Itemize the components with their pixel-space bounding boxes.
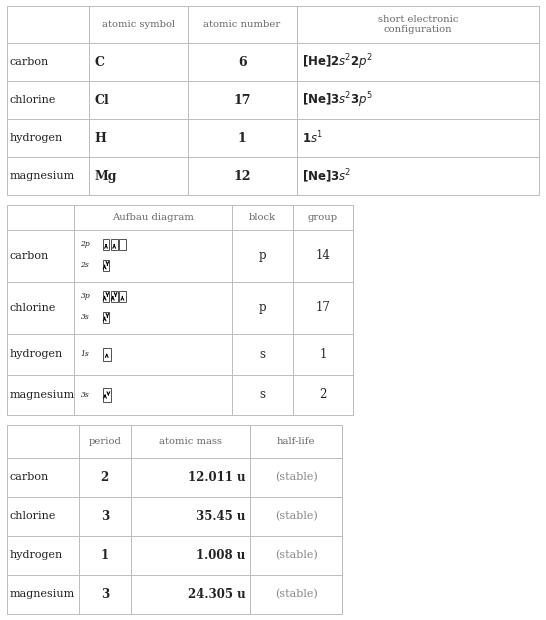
Text: 12: 12	[233, 170, 251, 183]
Text: group: group	[308, 213, 338, 222]
Text: hydrogen: hydrogen	[10, 133, 63, 143]
Text: carbon: carbon	[10, 251, 49, 261]
Text: 2: 2	[100, 471, 109, 484]
Text: atomic mass: atomic mass	[159, 436, 222, 446]
Text: 17: 17	[233, 94, 251, 107]
Text: $\mathbf{[Ne]3}$$\mathit{s}$$^{2}$$\mathbf{3}$$\mathit{p}$$^{5}$: $\mathbf{[Ne]3}$$\mathit{s}$$^{2}$$\math…	[302, 91, 373, 110]
Text: p: p	[258, 249, 266, 262]
Text: 1: 1	[319, 348, 327, 361]
Text: 2p: 2p	[80, 241, 90, 249]
Text: $\mathbf{1}$$\mathit{s}$$^{1}$: $\mathbf{1}$$\mathit{s}$$^{1}$	[302, 130, 323, 146]
Bar	[119, 291, 126, 302]
Bar	[103, 291, 110, 302]
Text: (stable): (stable)	[275, 589, 318, 600]
Text: chlorine: chlorine	[10, 303, 56, 313]
Text: $\mathbf{[Ne]3}$$\mathit{s}$$^{2}$: $\mathbf{[Ne]3}$$\mathit{s}$$^{2}$	[302, 167, 352, 185]
Text: 1.008 u: 1.008 u	[197, 549, 246, 562]
Bar	[103, 389, 111, 402]
Bar	[111, 239, 118, 250]
Text: 3: 3	[100, 510, 109, 523]
Text: 1: 1	[100, 549, 109, 562]
Text: chlorine: chlorine	[10, 512, 56, 521]
Text: (stable): (stable)	[275, 511, 318, 521]
Text: Mg: Mg	[94, 170, 117, 183]
Text: chlorine: chlorine	[10, 95, 56, 105]
Text: 3p: 3p	[80, 293, 90, 300]
Text: 17: 17	[316, 301, 330, 314]
Text: magnesium: magnesium	[10, 390, 75, 400]
Bar	[103, 239, 110, 250]
Text: 1s: 1s	[80, 350, 89, 358]
Text: half-life: half-life	[277, 436, 316, 446]
Text: period: period	[88, 436, 121, 446]
Bar	[103, 312, 110, 322]
Text: hydrogen: hydrogen	[10, 349, 63, 359]
Text: 1: 1	[238, 131, 246, 144]
Text: magnesium: magnesium	[10, 171, 75, 181]
Text: Cl: Cl	[94, 94, 109, 107]
Text: magnesium: magnesium	[10, 589, 75, 600]
Text: 2: 2	[319, 389, 327, 402]
Text: 24.305 u: 24.305 u	[188, 588, 246, 601]
Text: 3: 3	[100, 588, 109, 601]
Text: Aufbau diagram: Aufbau diagram	[112, 213, 194, 222]
Text: 3s: 3s	[80, 391, 89, 399]
Bar	[119, 239, 126, 250]
Text: s: s	[259, 348, 265, 361]
Text: s: s	[259, 389, 265, 402]
Text: 14: 14	[316, 249, 330, 262]
Text: (stable): (stable)	[275, 550, 318, 560]
Bar	[103, 348, 111, 361]
Text: C: C	[94, 56, 104, 69]
Text: 3s: 3s	[80, 313, 89, 321]
Bar	[7, 6, 539, 195]
Bar	[7, 425, 342, 614]
Text: hydrogen: hydrogen	[10, 551, 63, 560]
Bar	[103, 260, 110, 271]
Bar	[111, 291, 118, 302]
Text: carbon: carbon	[10, 57, 49, 67]
Text: short electronic
configuration: short electronic configuration	[377, 15, 458, 34]
Text: atomic symbol: atomic symbol	[102, 20, 175, 29]
Bar	[7, 205, 353, 415]
Text: (stable): (stable)	[275, 472, 318, 482]
Text: atomic number: atomic number	[204, 20, 281, 29]
Text: $\mathbf{[He]2}$$\mathit{s}$$^{2}$$\mathbf{2}$$\mathit{p}$$^{2}$: $\mathbf{[He]2}$$\mathit{s}$$^{2}$$\math…	[302, 52, 373, 72]
Text: block: block	[248, 213, 276, 222]
Text: 35.45 u: 35.45 u	[196, 510, 246, 523]
Text: p: p	[258, 301, 266, 314]
Text: 6: 6	[238, 56, 246, 69]
Text: 2s: 2s	[80, 261, 89, 269]
Text: 12.011 u: 12.011 u	[188, 471, 246, 484]
Text: H: H	[94, 131, 106, 144]
Text: carbon: carbon	[10, 472, 49, 482]
